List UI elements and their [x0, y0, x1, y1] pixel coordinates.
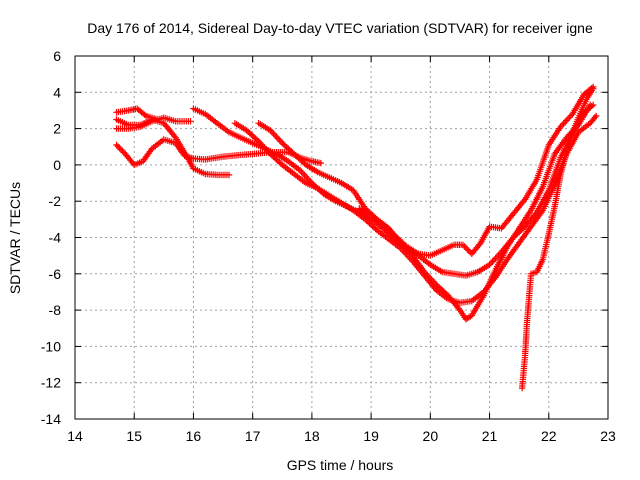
data-point — [114, 143, 122, 150]
series-track-2 — [113, 116, 233, 179]
y-tick-label: -10 — [41, 338, 61, 354]
data-point — [462, 244, 470, 251]
grid-lines — [75, 56, 608, 419]
data-point — [246, 129, 253, 137]
series-track-3 — [113, 114, 194, 132]
data-point — [587, 101, 594, 109]
x-tick-label: 20 — [423, 428, 439, 444]
axis-ticks: 14 15 16 17 18 19 20 21 22 23 -14 -12 -10 -8 -6 -4 -2 0 2 4… — [41, 48, 616, 444]
data-point — [119, 147, 126, 155]
data-point — [225, 171, 233, 179]
data-point — [293, 153, 301, 160]
data-point — [187, 118, 194, 125]
data-point — [490, 256, 498, 264]
x-tick-label: 15 — [126, 428, 142, 444]
x-tick-label: 23 — [600, 428, 616, 444]
data-point — [564, 115, 572, 122]
x-tick-label: 21 — [482, 428, 498, 444]
data-point — [366, 220, 373, 227]
data-point — [561, 118, 569, 126]
data-point — [317, 159, 324, 167]
data-point — [591, 114, 599, 121]
data-point — [397, 237, 404, 245]
x-tick-label: 18 — [304, 428, 320, 444]
data-point — [563, 117, 570, 124]
y-tick-label: 2 — [53, 121, 61, 137]
y-axis-title: SDTVAR / TECUs — [7, 182, 23, 294]
data-point — [560, 120, 567, 127]
data-point — [270, 153, 277, 160]
data-point — [443, 291, 450, 298]
chart-title: Day 176 of 2014, Sidereal Day-to-day VTE… — [87, 20, 593, 36]
series-track-4 — [113, 105, 162, 123]
y-tick-label: 6 — [53, 48, 61, 64]
data-point — [590, 85, 597, 92]
y-tick-label: -6 — [49, 266, 62, 282]
series-track-7 — [255, 101, 594, 323]
series-track-9 — [518, 85, 597, 392]
data-point — [270, 130, 277, 137]
data-point — [261, 144, 268, 151]
data-point — [299, 170, 307, 177]
data-point — [253, 136, 261, 144]
data-point — [116, 144, 123, 152]
data-point — [461, 243, 468, 250]
series-track-8 — [356, 83, 597, 259]
x-tick-label: 14 — [67, 428, 83, 444]
data-point — [271, 132, 279, 139]
series-track-6 — [231, 112, 600, 306]
data-series — [113, 83, 600, 392]
data-point — [154, 116, 162, 123]
data-point — [289, 149, 296, 156]
data-point — [439, 286, 446, 294]
x-tick-label: 17 — [245, 428, 261, 444]
data-point — [274, 135, 281, 142]
data-point — [362, 216, 369, 223]
data-point — [489, 258, 496, 265]
x-tick-label: 22 — [541, 428, 557, 444]
data-point — [424, 272, 431, 279]
data-point — [273, 133, 280, 140]
y-tick-label: -14 — [41, 411, 61, 427]
data-point — [393, 233, 400, 241]
data-point — [459, 241, 467, 248]
y-tick-label: -8 — [49, 302, 62, 318]
data-point — [117, 146, 125, 153]
y-tick-label: -2 — [49, 193, 62, 209]
data-point — [385, 227, 393, 234]
data-point — [276, 136, 283, 144]
data-point — [593, 112, 600, 120]
y-tick-label: 0 — [53, 157, 61, 173]
y-tick-label: -12 — [41, 375, 61, 391]
data-point — [464, 246, 471, 253]
y-tick-label: -4 — [49, 230, 62, 246]
data-point — [141, 111, 148, 118]
data-point — [566, 114, 573, 121]
data-point — [113, 141, 120, 149]
y-tick-label: 4 — [53, 84, 61, 100]
data-point — [465, 247, 472, 254]
data-point — [298, 168, 305, 176]
x-tick-label: 16 — [186, 428, 202, 444]
x-tick-label: 19 — [363, 428, 379, 444]
x-axis-title: GPS time / hours — [287, 457, 394, 473]
data-point — [277, 138, 284, 145]
data-point — [282, 142, 289, 149]
